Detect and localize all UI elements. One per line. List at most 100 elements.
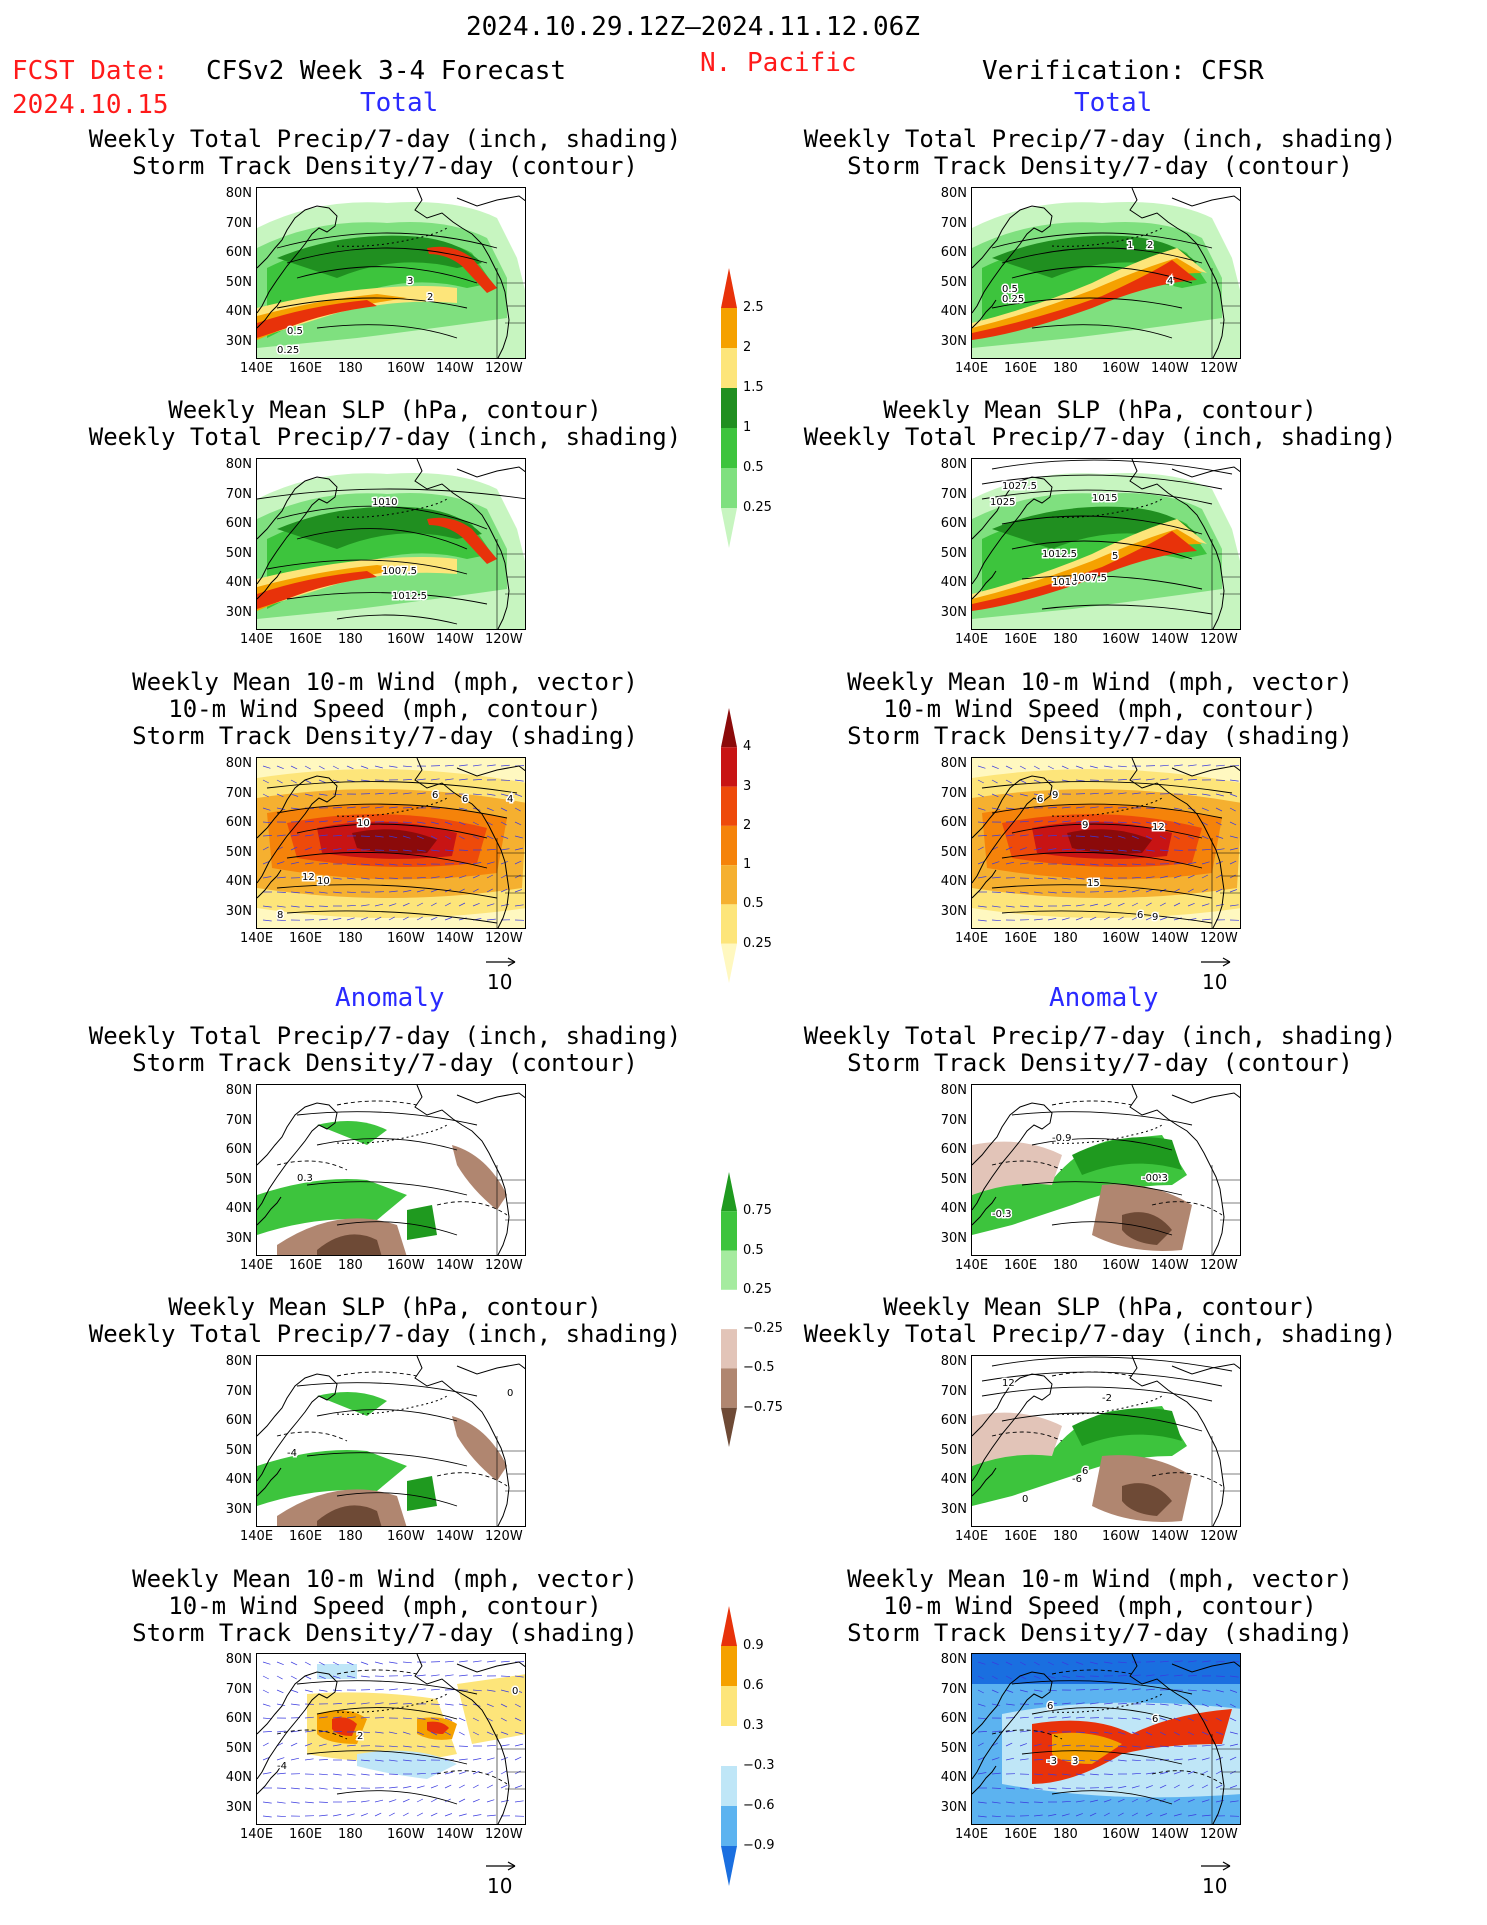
wind-vector: [1047, 807, 1057, 809]
wind-vector: [1117, 1812, 1124, 1817]
wind-vector: [1173, 1798, 1181, 1803]
lon-label: 180: [1053, 1258, 1078, 1273]
colorbar-swatch: [721, 825, 737, 866]
lat-label: 70N: [940, 486, 967, 502]
anom-precip-dark-brown: [1122, 1212, 1172, 1245]
title-obs-total-precip: Weekly Total Precip/7-day (inch, shading…: [800, 126, 1400, 180]
wind-vector: [360, 765, 369, 769]
contour-line: [1031, 324, 1173, 339]
wind-vector: [1117, 863, 1127, 866]
contour-label: 0.25: [277, 345, 299, 356]
wind-vector: [1047, 793, 1057, 796]
wind-vector: [332, 1814, 342, 1817]
colorbar-label: 0.75: [743, 1203, 772, 1219]
wind-vector: [1145, 792, 1155, 795]
wind-vector: [1117, 849, 1127, 852]
wind-vector: [1215, 874, 1222, 879]
vector-ref-arrow-icon: [1201, 1861, 1231, 1871]
lon-label: 160E: [289, 632, 323, 647]
wind-vector: [318, 1743, 327, 1747]
wind-vector: [1201, 903, 1210, 907]
contour-label: 1025: [990, 497, 1015, 508]
title-obs-anom-slp: Weekly Mean SLP (hPa, contour) Weekly To…: [800, 1294, 1400, 1348]
wind-vector: [1019, 847, 1028, 851]
wind-vector: [514, 821, 522, 826]
wind-vector: [1075, 1759, 1085, 1762]
wind-vector: [1215, 1689, 1224, 1693]
wind-vector: [991, 1787, 1001, 1789]
wind-vector: [1089, 1688, 1099, 1691]
wind-vector: [388, 1745, 398, 1748]
contour-line: [436, 1472, 508, 1487]
contour-label: 6: [1037, 794, 1043, 805]
wind-vector: [360, 1800, 370, 1803]
wind-vector: [290, 846, 298, 851]
wind-vector: [388, 1812, 395, 1817]
lat-label: 50N: [940, 1740, 967, 1756]
wind-vector: [472, 902, 480, 907]
lon-label: 180: [1053, 361, 1078, 376]
wind-vector: [1229, 889, 1238, 893]
contour-lines: [981, 459, 1233, 615]
anom-precip-dark-green: [407, 1205, 437, 1240]
wind-vector: [262, 919, 272, 922]
contour-line: [286, 247, 488, 264]
wind-vector: [500, 1744, 510, 1747]
lat-label: 40N: [225, 1201, 252, 1216]
wind-vector: [304, 779, 312, 784]
wind-vector: [1061, 820, 1071, 823]
contour-line: [296, 528, 468, 550]
anom-precip-dark-brown: [1122, 1483, 1172, 1516]
north-america-coast: [1129, 758, 1225, 928]
wind-vector: [472, 862, 482, 865]
wind-vector: [1033, 1759, 1043, 1761]
wind-vector: [977, 876, 987, 879]
asia-coast: [257, 476, 338, 585]
asia-coast: [972, 205, 1053, 314]
map-canvas: 3 2 0.5 0.25: [257, 188, 525, 358]
colorbar-swatch: [721, 348, 737, 388]
contour-label: 8: [277, 910, 283, 921]
wind-vector: [360, 1716, 370, 1719]
anom-precip-dark-brown: [317, 1505, 382, 1526]
coastline: [972, 188, 1240, 358]
wind-vector: [1229, 793, 1238, 797]
lat-label: 40N: [225, 1472, 252, 1487]
contour-label: 12: [1152, 822, 1165, 833]
contour-label: 0: [507, 1388, 513, 1399]
lat-label: 50N: [225, 545, 252, 561]
contour-label: 3: [407, 276, 413, 287]
lon-label: 160W: [387, 1529, 425, 1544]
lat-label: 50N: [225, 274, 252, 290]
wind-vector: [262, 876, 272, 879]
vector-ref-arrow-icon: [1201, 957, 1231, 967]
wind-vector: [290, 1661, 298, 1666]
lat-label: 70N: [940, 1681, 967, 1697]
wind-vector: [444, 1703, 454, 1706]
wind-vector: [1145, 902, 1152, 907]
wind-vector: [977, 1675, 984, 1680]
wind-vector: [1033, 1716, 1043, 1719]
title-line: Storm Track Density/7-day (contour): [132, 152, 638, 180]
wind-vectors: [977, 764, 1240, 922]
japan-coast: [257, 570, 282, 600]
wind-vector: [500, 793, 509, 797]
lat-label: 50N: [225, 1442, 252, 1458]
wind-vector: [1117, 1675, 1127, 1677]
colorbar-storm-total: [721, 708, 737, 983]
wind-vector: [1019, 1716, 1029, 1719]
wind-vector: [430, 1798, 437, 1803]
wind-vector: [430, 889, 438, 893]
wind-vector: [1229, 821, 1237, 826]
wind-vector: [262, 1756, 270, 1761]
lon-label: 120W: [485, 632, 523, 647]
wind-vector: [1033, 1730, 1043, 1733]
lat-label: 50N: [940, 274, 967, 290]
wind-vector: [1033, 905, 1043, 907]
wind-vector: [472, 779, 482, 781]
lon-label: 160W: [1102, 632, 1140, 647]
contour-line: [981, 1386, 1213, 1402]
contour-label: 10: [317, 876, 330, 887]
wind-vector: [318, 877, 328, 880]
contour-label: 0.5: [287, 326, 303, 337]
